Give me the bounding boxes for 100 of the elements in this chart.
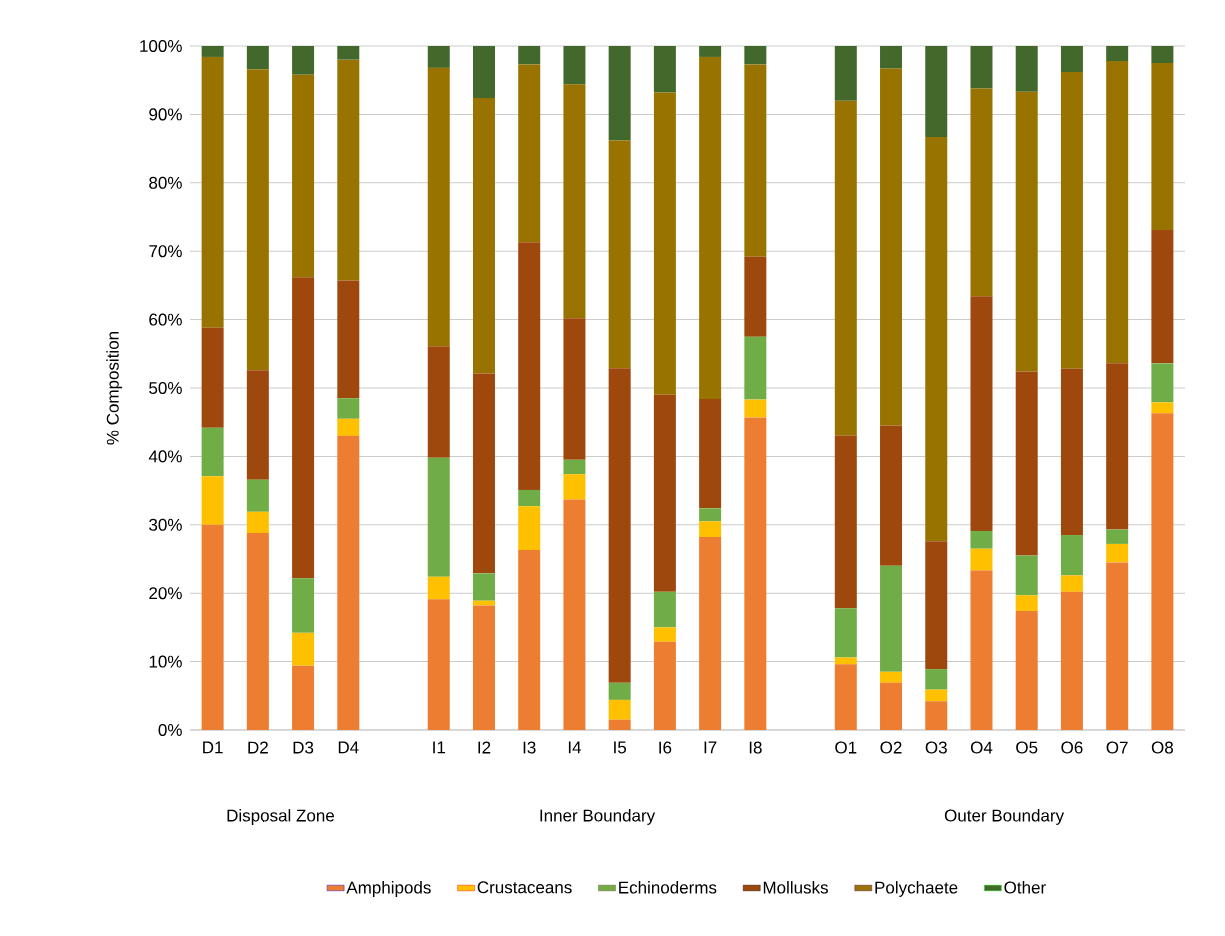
y-axis-title: % Composition <box>106 331 123 445</box>
bar <box>1015 595 1038 611</box>
bar <box>925 45 948 137</box>
bar <box>427 346 450 458</box>
bar <box>880 682 903 730</box>
y-tick-label: 10% <box>149 655 182 668</box>
bar <box>970 570 993 730</box>
bar <box>744 417 767 730</box>
bar <box>744 64 767 257</box>
bar <box>337 435 360 730</box>
bar <box>1106 562 1129 730</box>
bar <box>970 88 993 297</box>
y-tick-label: 90% <box>149 108 182 121</box>
bar <box>201 476 224 525</box>
bar <box>292 578 315 633</box>
bar <box>653 394 676 592</box>
bar <box>427 45 450 68</box>
x-tick-label: O1 <box>835 741 857 754</box>
bar <box>699 537 722 730</box>
bar <box>1060 575 1083 592</box>
bar <box>292 45 315 75</box>
bar <box>246 370 269 480</box>
x-tick-label: O7 <box>1106 741 1128 754</box>
bar <box>1151 413 1174 730</box>
bar <box>1106 529 1129 544</box>
bar <box>518 242 541 490</box>
bar <box>563 84 586 319</box>
bar <box>699 56 722 399</box>
x-tick-label: I3 <box>523 741 536 754</box>
bar <box>292 277 315 579</box>
bar <box>653 591 676 628</box>
legend-label: Other <box>1004 881 1046 894</box>
bar <box>472 373 495 574</box>
bar <box>970 45 993 89</box>
bar <box>880 565 903 672</box>
bar <box>653 92 676 395</box>
bar <box>653 641 676 730</box>
bar <box>1015 371 1038 556</box>
bar <box>337 280 360 399</box>
bar <box>970 296 993 531</box>
bar <box>518 45 541 65</box>
x-tick-label: I5 <box>614 741 627 754</box>
x-tick-label: I8 <box>749 741 762 754</box>
text: Outer Boundary <box>944 809 1065 825</box>
bar <box>201 427 224 477</box>
bar <box>1060 368 1083 536</box>
bar <box>608 719 631 730</box>
bar <box>653 627 676 642</box>
bar <box>1106 61 1129 364</box>
bar <box>1151 63 1174 230</box>
bar <box>925 689 948 702</box>
x-tick-label: O3 <box>925 741 947 754</box>
text: Disposal Zone <box>227 809 335 825</box>
y-tick-label: 100% <box>140 39 182 53</box>
bar <box>292 665 315 730</box>
bar <box>246 511 269 533</box>
bar <box>201 56 224 328</box>
bar <box>1060 45 1083 72</box>
x-tick-label: O2 <box>880 741 902 754</box>
bar <box>1015 555 1038 596</box>
bar <box>1015 45 1038 92</box>
bar <box>608 140 631 369</box>
bar <box>970 530 993 549</box>
bar <box>518 550 541 730</box>
bar <box>1015 91 1038 372</box>
bar <box>970 548 993 571</box>
x-tick-label: D3 <box>293 741 314 754</box>
x-tick-label: I2 <box>478 741 491 754</box>
bar <box>1015 610 1038 730</box>
bar <box>563 318 586 460</box>
bar <box>1106 543 1129 563</box>
bar <box>880 68 903 426</box>
x-tick-label: O5 <box>1016 741 1038 754</box>
y-tick-label: 80% <box>149 176 182 189</box>
bar <box>744 399 767 418</box>
legend-label: Crustaceans <box>477 881 572 894</box>
bar <box>744 256 767 337</box>
x-tick-label: I1 <box>433 741 446 754</box>
bar <box>563 45 586 85</box>
bar <box>834 608 857 658</box>
legend-label: Mollusks <box>763 881 828 894</box>
bar <box>201 45 224 57</box>
y-tick-label: 70% <box>149 245 182 258</box>
x-tick-label: I4 <box>568 741 582 754</box>
x-tick-label: D4 <box>338 741 359 754</box>
bar <box>201 524 224 730</box>
bar <box>246 45 269 70</box>
bar <box>1060 535 1083 576</box>
bar <box>880 45 903 69</box>
bar <box>1151 45 1174 64</box>
bar <box>292 74 315 278</box>
bar <box>699 508 722 522</box>
bar <box>427 457 450 577</box>
bar <box>608 699 631 720</box>
bar <box>337 45 360 60</box>
y-tick-label: 0% <box>158 723 182 737</box>
y-tick-label: 50% <box>149 381 182 395</box>
bar <box>1151 363 1174 403</box>
bar <box>472 97 495 374</box>
bar <box>246 533 269 730</box>
